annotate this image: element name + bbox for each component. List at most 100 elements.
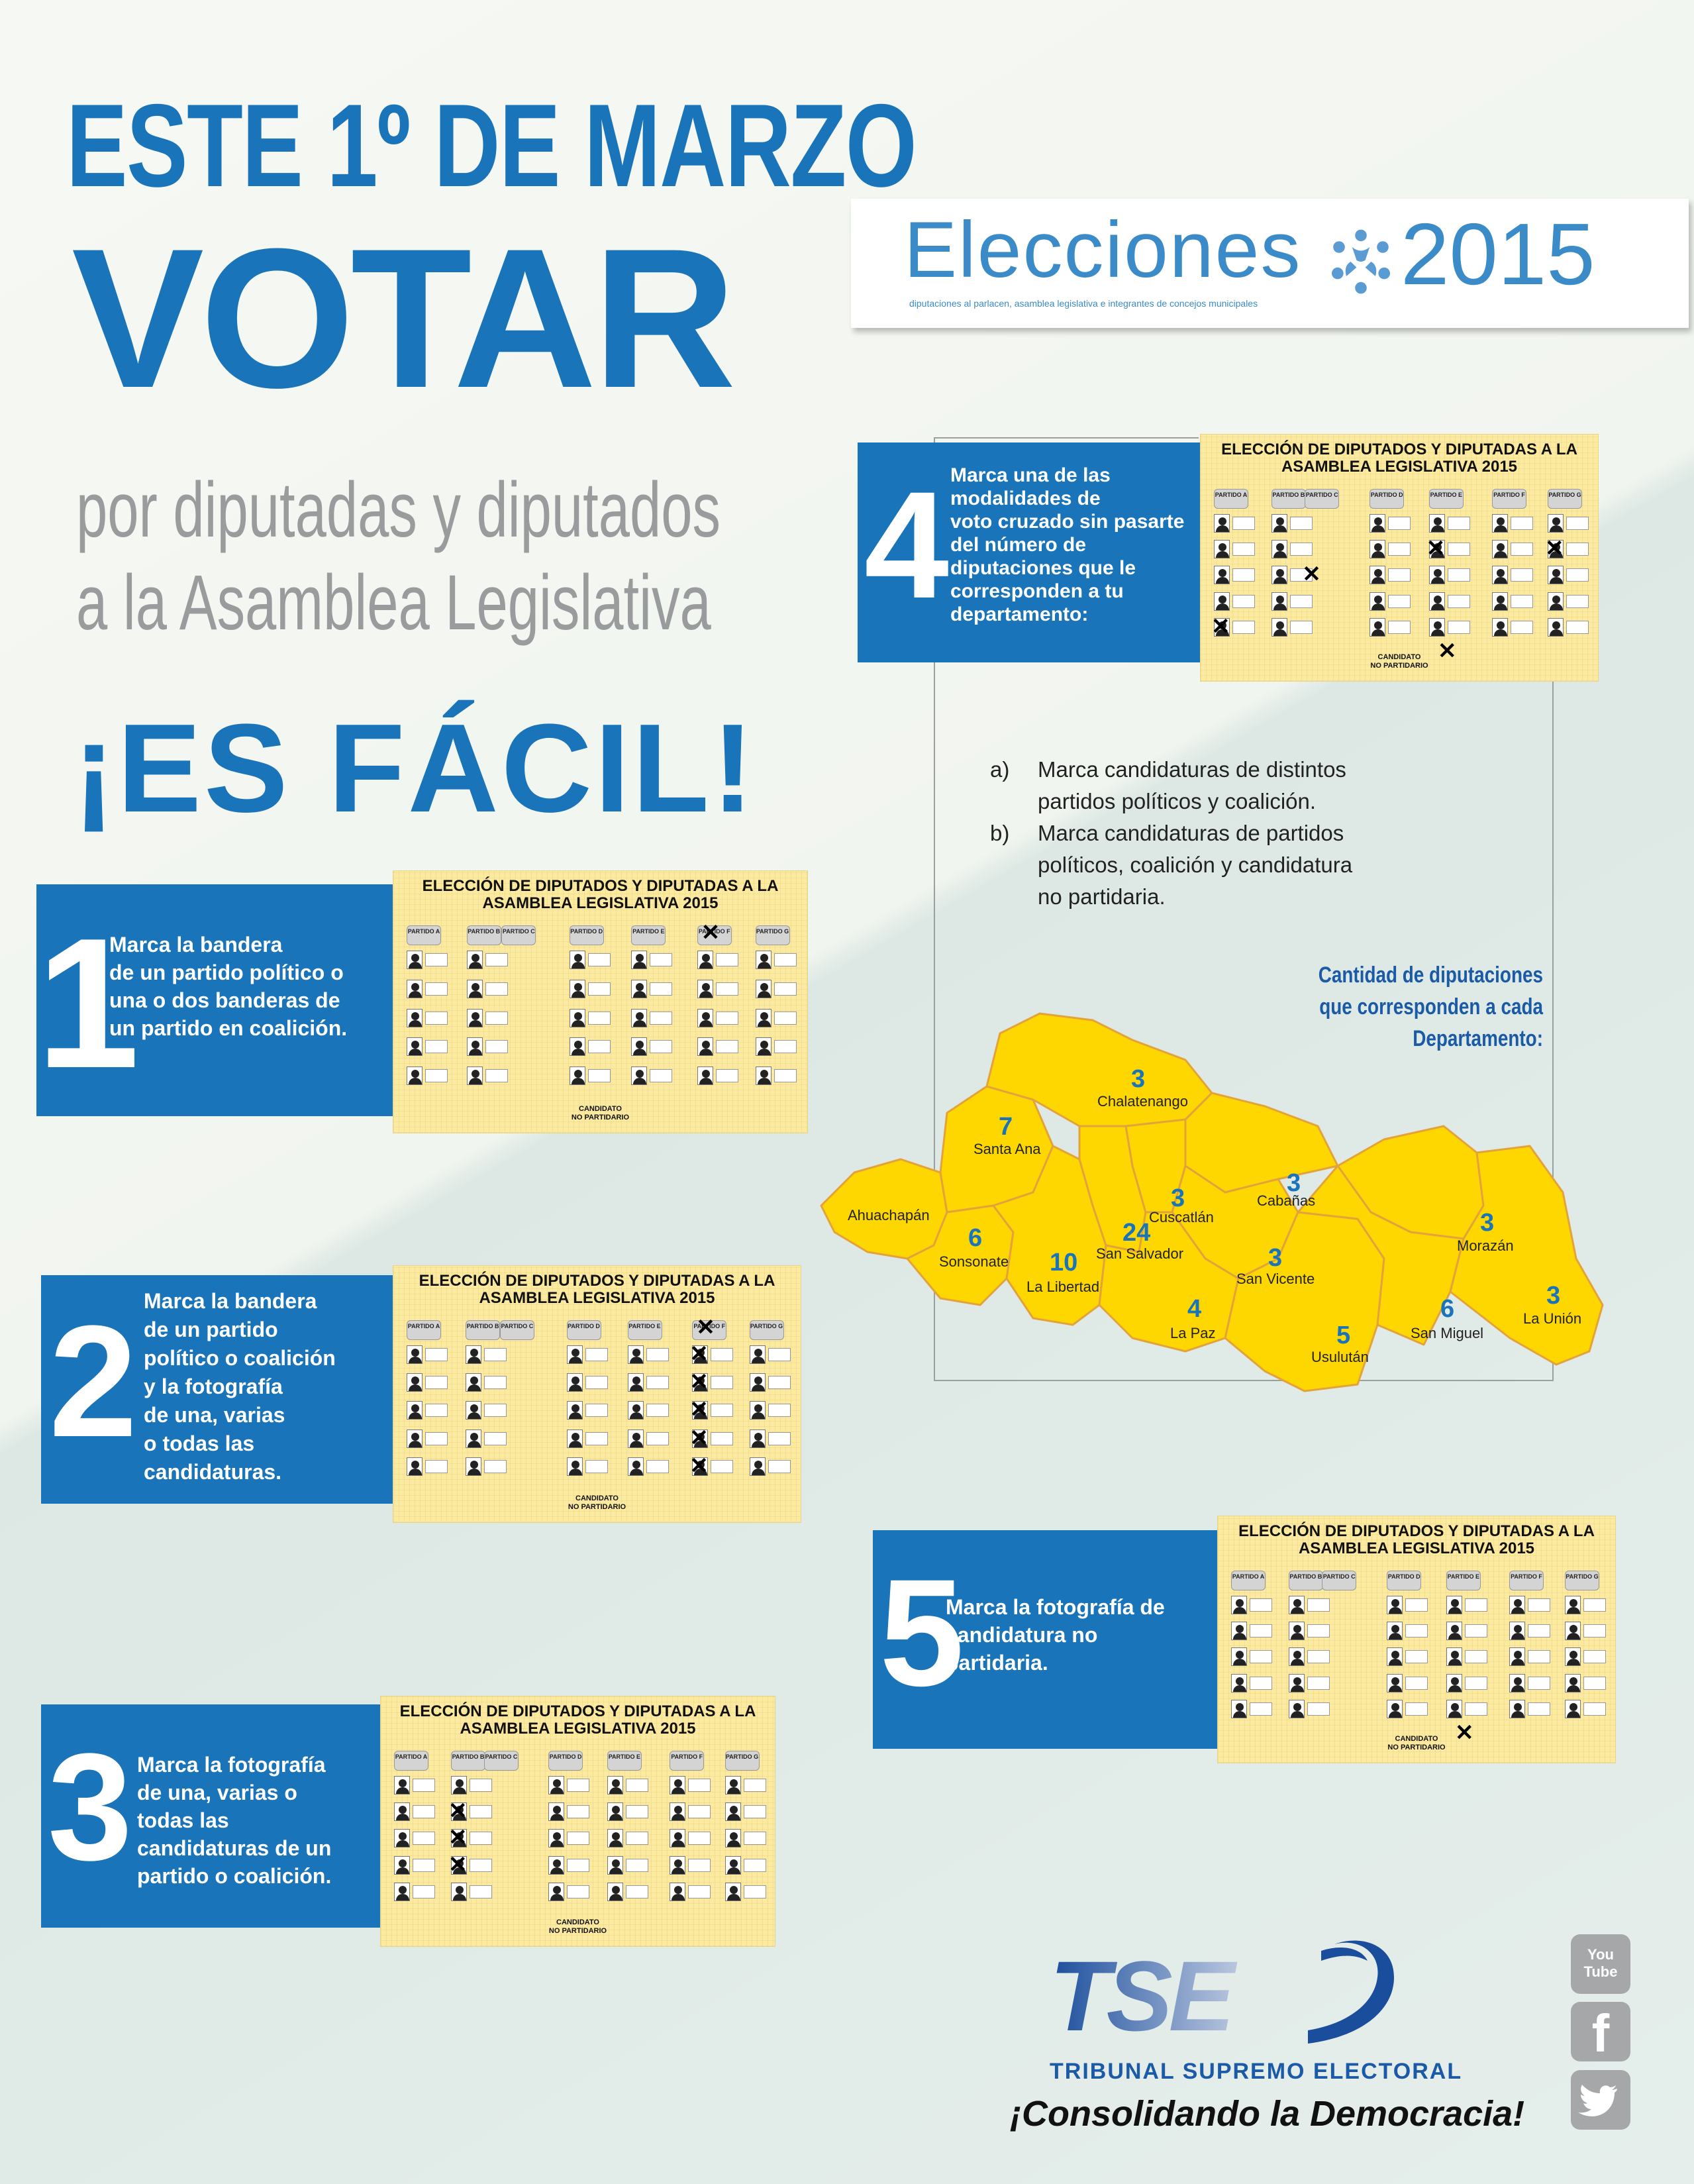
ballot-candidate — [1231, 1699, 1284, 1718]
ballot-candidate — [1548, 617, 1601, 637]
candidate-photo — [724, 1882, 741, 1901]
candidate-name-box — [1511, 568, 1533, 582]
candidate-name-box — [1307, 1676, 1330, 1690]
candidate-photo — [1231, 1622, 1247, 1641]
candidate-name-box — [587, 1069, 611, 1083]
twitter-icon[interactable] — [1571, 2070, 1630, 2130]
vote-mark-icon: ✕ — [448, 1825, 468, 1851]
candidate-photo — [627, 1345, 644, 1364]
ballot-step-4: ELECCIÓN DE DIPUTADOS Y DIPUTADAS A LA AS… — [1200, 434, 1599, 682]
seats-sonsonate: 6 — [968, 1224, 983, 1252]
candidate-name-box — [1566, 543, 1589, 556]
candidate-name-box — [768, 1404, 791, 1418]
ballot-candidate — [1370, 592, 1422, 611]
vote-mark-icon: ✕ — [696, 1315, 715, 1340]
facebook-label: f — [1591, 2004, 1610, 2063]
step-4-line: departamento: — [950, 603, 1089, 625]
candidate-photo — [466, 1373, 482, 1392]
ballot-candidate — [451, 1882, 504, 1901]
ballot-candidate — [1446, 1622, 1499, 1641]
ballot-candidate — [631, 979, 684, 998]
ballot-independent-candidate: CANDIDATO NO PARTIDARIO — [548, 1918, 607, 1935]
ballot-party-flag: PARTIDO G — [1565, 1571, 1599, 1590]
candidate-name-box — [425, 1069, 448, 1083]
facebook-icon[interactable]: f — [1571, 2002, 1630, 2063]
step-3-line: Marca la fotografía — [137, 1753, 326, 1777]
candidate-name-box — [587, 982, 611, 996]
ballot-candidate — [670, 1776, 722, 1794]
candidate-name-box — [1232, 594, 1255, 608]
ballot-candidate — [1428, 540, 1482, 559]
candidate-name-box — [567, 1885, 590, 1898]
candidate-name-box — [1289, 620, 1313, 634]
step-4-line: del número de — [950, 534, 1087, 556]
candidate-name-box — [625, 1858, 648, 1872]
ballot-party-column: PARTIDO E — [1428, 489, 1470, 641]
candidate-photo — [1288, 1596, 1305, 1614]
ballot-candidate — [1214, 592, 1267, 611]
vote-mark-icon: ✕ — [689, 1397, 709, 1423]
candidate-photo — [451, 1829, 468, 1848]
tse-name: TRIBUNAL SUPREMO ELECTORAL — [1050, 2059, 1463, 2084]
option-line: partidos políticos y coalición. — [1038, 789, 1317, 813]
candidate-photo — [466, 951, 483, 969]
candidate-name-box — [1511, 620, 1533, 634]
candidate-photo — [1492, 617, 1508, 637]
candidate-photo — [466, 1345, 482, 1364]
candidate-name-box — [646, 1431, 669, 1445]
candidate-photo — [566, 1429, 583, 1448]
candidate-photo — [548, 1776, 565, 1794]
candidate-name-box — [773, 1011, 797, 1025]
candidate-photo — [1565, 1622, 1581, 1641]
candidate-photo — [1231, 1699, 1247, 1718]
candidate-name-box — [1307, 1650, 1330, 1664]
candidate-name-box — [485, 1069, 508, 1083]
step-2-line: de una, varias — [144, 1403, 285, 1427]
candidate-photo — [566, 1345, 583, 1364]
ballot-candidate — [627, 1373, 681, 1392]
candidate-name-box — [1250, 1676, 1272, 1690]
dept-cabanas — [1184, 1092, 1339, 1194]
candidate-photo — [1214, 592, 1230, 611]
candidate-name-box — [425, 1011, 448, 1025]
ballot-candidate — [1214, 514, 1267, 533]
ballot-candidate — [1509, 1699, 1562, 1718]
option-line: políticos, coalición y candidatura — [1038, 853, 1353, 877]
youtube-icon[interactable]: You Tube — [1571, 1934, 1630, 1994]
step-4-line: voto cruzado sin pasarte — [950, 511, 1185, 533]
ballot-candidate — [697, 1037, 750, 1057]
candidate-photo — [1446, 1622, 1462, 1641]
candidate-photo — [1565, 1699, 1581, 1718]
seats-san-salvador: 24 — [1122, 1219, 1151, 1247]
candidate-name-box — [715, 1040, 738, 1054]
ballot-candidate — [749, 1457, 803, 1476]
candidate-photo — [407, 1429, 423, 1448]
ballot-party-flag: PARTIDO E — [627, 1320, 662, 1340]
ballot-title: ELECCIÓN DE DIPUTADOS Y DIPUTADAS A LA AS… — [419, 1272, 775, 1307]
candidate-name-box — [1388, 517, 1411, 530]
ballot-party-column: PARTIDO A — [407, 1320, 448, 1482]
candidate-photo — [394, 1776, 410, 1794]
candidate-photo — [1271, 540, 1287, 559]
candidate-photo — [394, 1882, 410, 1901]
ballot-party-flag: PARTIDO C — [501, 925, 536, 945]
ballot-party-column: PARTIDO F — [1492, 489, 1533, 641]
candidate-name-box — [1405, 1702, 1428, 1716]
candidate-photo — [451, 1855, 468, 1875]
ballot-candidate — [631, 1066, 684, 1086]
candidate-name-box — [1232, 620, 1255, 634]
seats-cuscatlan: 3 — [1171, 1184, 1185, 1212]
ballot-candidate — [394, 1882, 447, 1901]
ballot-candidate — [1446, 1596, 1499, 1614]
candidate-photo — [755, 951, 772, 969]
step-4-line: modalidades de — [950, 488, 1101, 509]
headline-subtitle-line2: a la Asamblea Legislativa — [76, 559, 711, 647]
candidate-photo — [394, 1855, 410, 1875]
ballot-candidate — [1492, 566, 1545, 585]
candidate-name-box — [484, 1459, 507, 1473]
ballot-candidate — [631, 1037, 684, 1057]
label-usulutan: Usulután — [1311, 1349, 1369, 1365]
candidate-photo — [466, 1429, 482, 1448]
step-4-line: Marca una de las — [950, 464, 1111, 486]
option-line: no partidaria. — [1038, 884, 1166, 909]
